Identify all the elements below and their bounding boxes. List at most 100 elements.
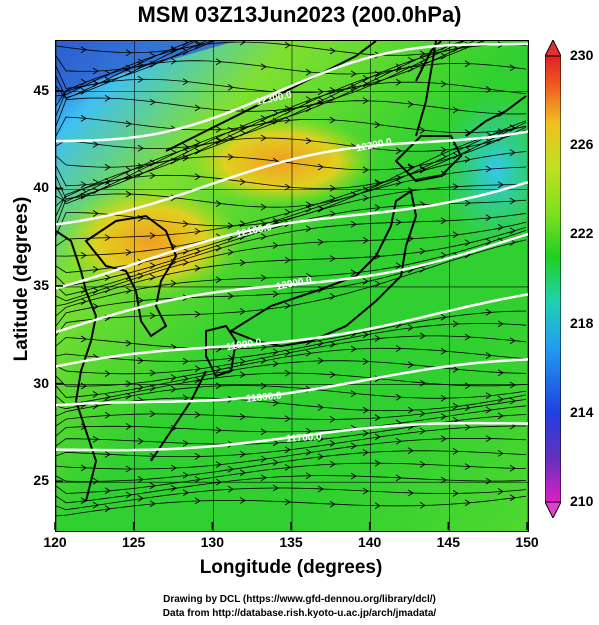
flow-arrow <box>464 382 471 390</box>
flow-arrow <box>497 224 504 231</box>
flow-arrow <box>137 476 144 483</box>
flow-arrow <box>92 303 99 310</box>
flow-arrow <box>170 374 177 381</box>
flow-arrow <box>215 58 222 66</box>
flow-arrow <box>194 228 201 235</box>
flow-arrow <box>362 278 369 285</box>
flow-arrow <box>362 429 369 437</box>
streamline <box>56 239 527 337</box>
flow-arrow <box>92 80 99 87</box>
flow-arrow <box>227 485 234 493</box>
flow-arrow <box>305 272 312 280</box>
flow-arrow <box>509 381 516 389</box>
flow-arrow <box>137 169 144 177</box>
flow-arrow <box>272 360 279 368</box>
x-tick-marks <box>54 522 528 530</box>
flow-arrow <box>215 244 222 252</box>
flow-arrow <box>80 192 87 200</box>
streamline <box>56 405 527 437</box>
flow-arrow <box>362 237 369 244</box>
streamline <box>56 81 527 187</box>
flow-arrow <box>485 352 492 359</box>
flow-arrow <box>440 146 447 154</box>
streamline <box>56 495 527 517</box>
flow-arrow <box>182 154 189 162</box>
flow-arrow <box>329 210 336 218</box>
streamline <box>56 450 527 482</box>
flow-arrow <box>407 489 414 497</box>
flow-arrow <box>284 183 291 191</box>
flow-arrow <box>104 163 111 171</box>
streamline <box>56 335 527 375</box>
flow-arrow <box>329 500 336 508</box>
x-tick-label: 145 <box>436 534 460 550</box>
flow-arrow <box>452 490 459 497</box>
flow-arrow <box>464 333 471 341</box>
flow-arrow <box>182 247 189 255</box>
y-tick-marks <box>55 90 63 482</box>
flow-arrow <box>419 50 426 58</box>
flow-arrow <box>239 358 246 365</box>
flow-arrow <box>362 358 369 365</box>
flow-arrow <box>440 80 447 88</box>
flow-arrow <box>104 451 111 458</box>
flow-arrow <box>362 194 369 202</box>
flow-arrow <box>317 357 324 365</box>
flow-arrow <box>419 265 426 273</box>
streamline <box>56 166 527 257</box>
flow-arrow <box>440 347 447 355</box>
flow-arrow <box>452 366 459 373</box>
flow-arrow <box>395 437 402 445</box>
flow-arrow <box>80 335 87 343</box>
flow-arrow <box>215 478 222 486</box>
flow-arrow <box>374 204 381 211</box>
flow-arrow <box>260 455 267 463</box>
streamline <box>56 41 475 117</box>
flow-arrow <box>284 208 291 216</box>
flow-arrow <box>194 41 201 49</box>
flow-arrow <box>239 371 246 379</box>
colorbar-tick-label: 226 <box>570 136 594 153</box>
flow-arrow <box>149 273 156 281</box>
flow-arrow <box>464 156 471 163</box>
flow-arrow <box>125 423 132 430</box>
height-contour <box>56 358 528 407</box>
flow-arrow <box>227 84 234 91</box>
flow-arrow <box>182 375 189 383</box>
contour-label: 11900.0 <box>225 337 262 353</box>
flow-arrow <box>395 174 402 182</box>
flow-arrow <box>239 129 246 137</box>
flow-arrow <box>362 80 369 88</box>
y-tick-label: 40 <box>33 179 49 196</box>
flow-arrow <box>305 205 312 213</box>
flow-arrow <box>350 220 357 228</box>
flow-arrow <box>509 227 516 235</box>
flow-arrow <box>92 210 99 217</box>
coastline-japan-honshu <box>228 189 418 348</box>
flow-arrow <box>509 494 516 502</box>
flow-arrow <box>272 290 279 298</box>
flow-arrow <box>407 100 414 108</box>
flow-arrow <box>149 52 156 60</box>
flow-arrow <box>374 180 381 188</box>
flow-arrow <box>395 78 402 86</box>
flow-arrow <box>419 166 426 174</box>
flow-arrow <box>407 324 414 331</box>
flow-arrow <box>485 86 492 93</box>
flow-arrow <box>362 97 369 105</box>
flow-arrow <box>419 427 426 435</box>
flow-arrow <box>215 426 222 434</box>
flow-arrow <box>182 471 189 479</box>
flow-arrow <box>362 75 369 82</box>
flow-arrow <box>260 343 267 351</box>
height-contours <box>56 42 528 452</box>
flow-arrow <box>170 57 177 65</box>
flow-arrow <box>170 280 177 287</box>
flow-arrow <box>227 153 234 161</box>
flow-arrow <box>137 437 144 445</box>
flow-arrow <box>182 48 189 56</box>
flow-arrow <box>395 63 402 71</box>
flow-arrow <box>215 126 222 133</box>
flow-arrow <box>305 105 312 113</box>
flow-arrow <box>464 463 471 470</box>
